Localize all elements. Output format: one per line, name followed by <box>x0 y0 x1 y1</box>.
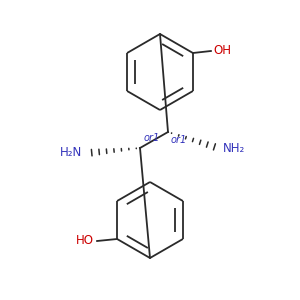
Text: NH₂: NH₂ <box>223 142 245 154</box>
Text: or1: or1 <box>171 135 187 145</box>
Text: HO: HO <box>76 235 94 248</box>
Text: or1: or1 <box>144 133 160 143</box>
Text: H₂N: H₂N <box>60 146 82 160</box>
Text: OH: OH <box>213 44 231 58</box>
